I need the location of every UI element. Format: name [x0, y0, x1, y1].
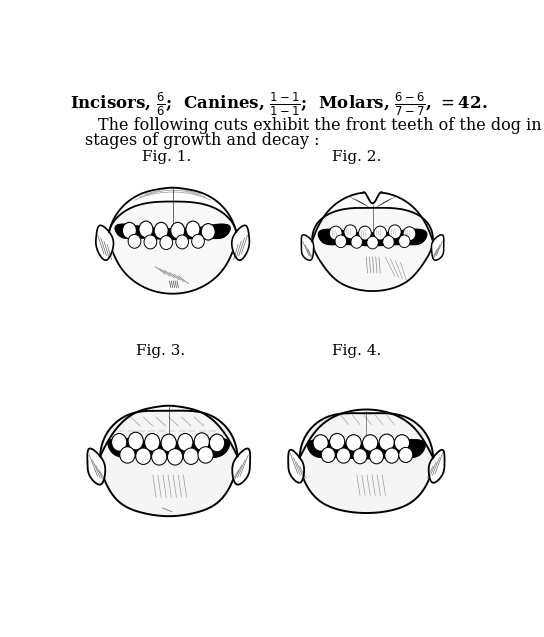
Ellipse shape: [178, 433, 193, 451]
Ellipse shape: [385, 448, 399, 463]
Ellipse shape: [191, 234, 205, 248]
Ellipse shape: [358, 226, 372, 240]
Ellipse shape: [209, 434, 225, 452]
Ellipse shape: [399, 447, 413, 462]
Text: Fig. 4.: Fig. 4.: [332, 345, 381, 359]
Ellipse shape: [394, 434, 410, 451]
Ellipse shape: [198, 447, 213, 463]
Text: stages of growth and decay :: stages of growth and decay :: [85, 132, 319, 149]
Ellipse shape: [122, 222, 137, 239]
Ellipse shape: [379, 434, 394, 450]
Ellipse shape: [161, 434, 176, 452]
Polygon shape: [232, 448, 250, 485]
Ellipse shape: [351, 236, 362, 248]
Ellipse shape: [388, 225, 401, 239]
Ellipse shape: [369, 448, 384, 464]
Polygon shape: [96, 225, 114, 261]
Ellipse shape: [329, 226, 342, 240]
Ellipse shape: [353, 448, 367, 464]
Ellipse shape: [168, 448, 183, 465]
Ellipse shape: [160, 236, 172, 250]
Ellipse shape: [293, 389, 440, 512]
Ellipse shape: [337, 448, 350, 463]
Ellipse shape: [403, 227, 416, 241]
Ellipse shape: [144, 235, 157, 249]
Ellipse shape: [145, 433, 160, 451]
Ellipse shape: [139, 221, 153, 238]
Ellipse shape: [399, 235, 410, 248]
Polygon shape: [88, 448, 105, 485]
Ellipse shape: [367, 236, 378, 249]
Ellipse shape: [152, 448, 167, 465]
Text: Incisors, $\frac{6}{6}$;  Canines, $\frac{1-1}{1-1}$;  Molars, $\frac{6-6}{7-7}$: Incisors, $\frac{6}{6}$; Canines, $\frac…: [70, 90, 487, 118]
Polygon shape: [288, 450, 304, 483]
Ellipse shape: [176, 235, 189, 249]
Ellipse shape: [322, 447, 335, 462]
Ellipse shape: [94, 387, 243, 513]
Polygon shape: [312, 208, 433, 291]
Ellipse shape: [128, 234, 141, 248]
Ellipse shape: [171, 222, 185, 239]
Ellipse shape: [344, 225, 357, 239]
Ellipse shape: [383, 236, 394, 248]
Ellipse shape: [346, 434, 361, 451]
Polygon shape: [318, 229, 426, 246]
Text: Fig. 3.: Fig. 3.: [136, 345, 186, 359]
Ellipse shape: [374, 226, 387, 240]
Ellipse shape: [304, 180, 441, 297]
Ellipse shape: [120, 447, 135, 463]
Polygon shape: [108, 438, 230, 459]
Polygon shape: [100, 411, 237, 516]
Text: The following cuts exhibit the front teeth of the dog in various: The following cuts exhibit the front tee…: [97, 117, 544, 134]
Ellipse shape: [128, 433, 143, 450]
Ellipse shape: [335, 235, 347, 248]
Ellipse shape: [103, 180, 243, 297]
Ellipse shape: [201, 224, 215, 240]
Polygon shape: [308, 440, 425, 459]
Polygon shape: [301, 235, 314, 261]
Ellipse shape: [154, 222, 168, 239]
Text: Fig. 2.: Fig. 2.: [332, 150, 381, 164]
Polygon shape: [115, 224, 230, 240]
Polygon shape: [300, 413, 433, 513]
Polygon shape: [431, 235, 444, 261]
Text: Fig. 1.: Fig. 1.: [143, 150, 191, 164]
Polygon shape: [232, 225, 249, 261]
Ellipse shape: [330, 433, 345, 450]
Ellipse shape: [112, 433, 127, 451]
Polygon shape: [109, 201, 237, 294]
Ellipse shape: [135, 448, 151, 464]
Ellipse shape: [362, 434, 378, 451]
Polygon shape: [429, 450, 444, 483]
Ellipse shape: [183, 448, 199, 464]
Ellipse shape: [186, 221, 200, 238]
Ellipse shape: [313, 434, 328, 451]
Ellipse shape: [194, 433, 209, 450]
